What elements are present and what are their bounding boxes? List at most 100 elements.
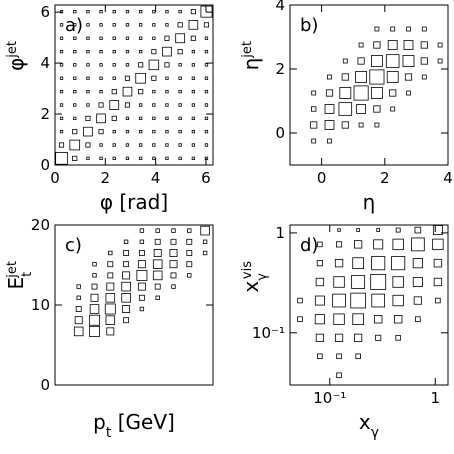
panel-label: c) bbox=[65, 235, 82, 256]
bin-box bbox=[412, 258, 423, 269]
bin-box bbox=[369, 69, 385, 85]
bin-box bbox=[125, 36, 130, 40]
bin-box bbox=[92, 262, 97, 267]
bin-box bbox=[123, 250, 130, 256]
bin-box bbox=[297, 316, 303, 323]
y-tick-label: 10⁻¹ bbox=[252, 324, 285, 342]
bin-box bbox=[153, 249, 162, 257]
bin-box bbox=[171, 228, 176, 233]
bin-box bbox=[204, 156, 209, 161]
bin-box bbox=[121, 281, 131, 292]
bin-box bbox=[178, 143, 182, 147]
bin-box bbox=[297, 297, 303, 304]
bin-box bbox=[376, 228, 381, 232]
x-label-sub: γ bbox=[371, 425, 379, 441]
y-label-sub: γ bbox=[255, 273, 270, 281]
x-label-text: η bbox=[363, 190, 376, 214]
bin-box bbox=[314, 295, 325, 306]
bin-box bbox=[204, 49, 209, 54]
bin-box bbox=[152, 89, 156, 94]
bin-box bbox=[169, 249, 178, 257]
bin-box bbox=[112, 143, 116, 147]
bin-box bbox=[106, 327, 115, 336]
x-tick-label: 10⁻¹ bbox=[313, 389, 346, 407]
x-label-text: p bbox=[93, 410, 106, 434]
bin-box bbox=[165, 156, 169, 161]
x-tick-label: 6 bbox=[201, 169, 211, 187]
bin-box bbox=[138, 89, 144, 95]
bin-box bbox=[371, 256, 386, 271]
bin-box bbox=[351, 275, 366, 289]
bin-box bbox=[138, 62, 144, 68]
bin-box bbox=[89, 304, 100, 314]
bin-box bbox=[374, 122, 380, 128]
bin-box bbox=[74, 316, 83, 325]
bin-box bbox=[165, 143, 169, 147]
bin-box bbox=[315, 333, 324, 342]
bin-box bbox=[85, 142, 91, 148]
x-axis-label: xγ bbox=[359, 410, 379, 441]
bin-box bbox=[152, 129, 156, 134]
y-label-text: E bbox=[4, 277, 28, 290]
bin-box bbox=[387, 40, 398, 50]
bin-box bbox=[73, 63, 77, 67]
bin-box bbox=[72, 155, 78, 161]
bin-box bbox=[99, 89, 103, 94]
bin-box bbox=[336, 372, 342, 379]
bin-box bbox=[191, 49, 196, 54]
bin-box bbox=[125, 63, 130, 67]
bin-box bbox=[373, 41, 381, 49]
bin-box bbox=[200, 225, 210, 236]
bin-box bbox=[85, 115, 91, 121]
bin-box bbox=[165, 23, 169, 27]
bin-box bbox=[433, 277, 443, 287]
x-axis-label: φ [rad] bbox=[100, 190, 168, 214]
bin-box bbox=[164, 35, 170, 41]
bin-box bbox=[314, 314, 325, 325]
bin-box bbox=[99, 36, 103, 40]
bin-box bbox=[338, 102, 353, 116]
bin-box bbox=[203, 22, 210, 28]
bin-box bbox=[99, 156, 103, 161]
bin-box bbox=[112, 23, 116, 27]
bin-box bbox=[98, 129, 104, 135]
bin-box bbox=[341, 73, 349, 81]
bin-box bbox=[355, 353, 361, 360]
bin-box bbox=[125, 49, 130, 54]
bin-box bbox=[69, 139, 81, 151]
bin-box bbox=[165, 129, 169, 134]
bin-box bbox=[86, 49, 90, 54]
bin-box bbox=[385, 54, 400, 68]
y-tick-label: 1 bbox=[275, 224, 285, 242]
bin-box bbox=[414, 226, 422, 234]
bin-box bbox=[437, 58, 443, 64]
y-axis-label: xγvis bbox=[239, 261, 270, 293]
bin-box bbox=[178, 116, 182, 121]
bin-box bbox=[148, 59, 160, 71]
bin-box bbox=[204, 116, 209, 121]
y-label-sup: jet bbox=[5, 41, 20, 59]
bin-box bbox=[191, 143, 196, 147]
bin-box bbox=[137, 260, 146, 269]
x-axis-label: η bbox=[363, 190, 376, 214]
bin-box bbox=[188, 20, 199, 30]
bin-box bbox=[73, 36, 77, 40]
bin-box bbox=[91, 283, 98, 290]
bin-box bbox=[151, 49, 157, 55]
bin-box bbox=[373, 239, 384, 250]
bin-box bbox=[352, 257, 364, 269]
bin-box bbox=[178, 156, 182, 161]
bin-box bbox=[99, 9, 103, 14]
bin-box bbox=[435, 297, 441, 304]
bin-box bbox=[112, 76, 116, 80]
bin-box bbox=[76, 284, 81, 289]
bin-box bbox=[137, 282, 146, 291]
bin-box bbox=[354, 333, 363, 342]
bin-box bbox=[204, 143, 209, 147]
bin-box bbox=[122, 305, 131, 313]
bin-box bbox=[316, 260, 323, 267]
bin-box bbox=[433, 258, 443, 268]
bin-box bbox=[375, 334, 382, 341]
